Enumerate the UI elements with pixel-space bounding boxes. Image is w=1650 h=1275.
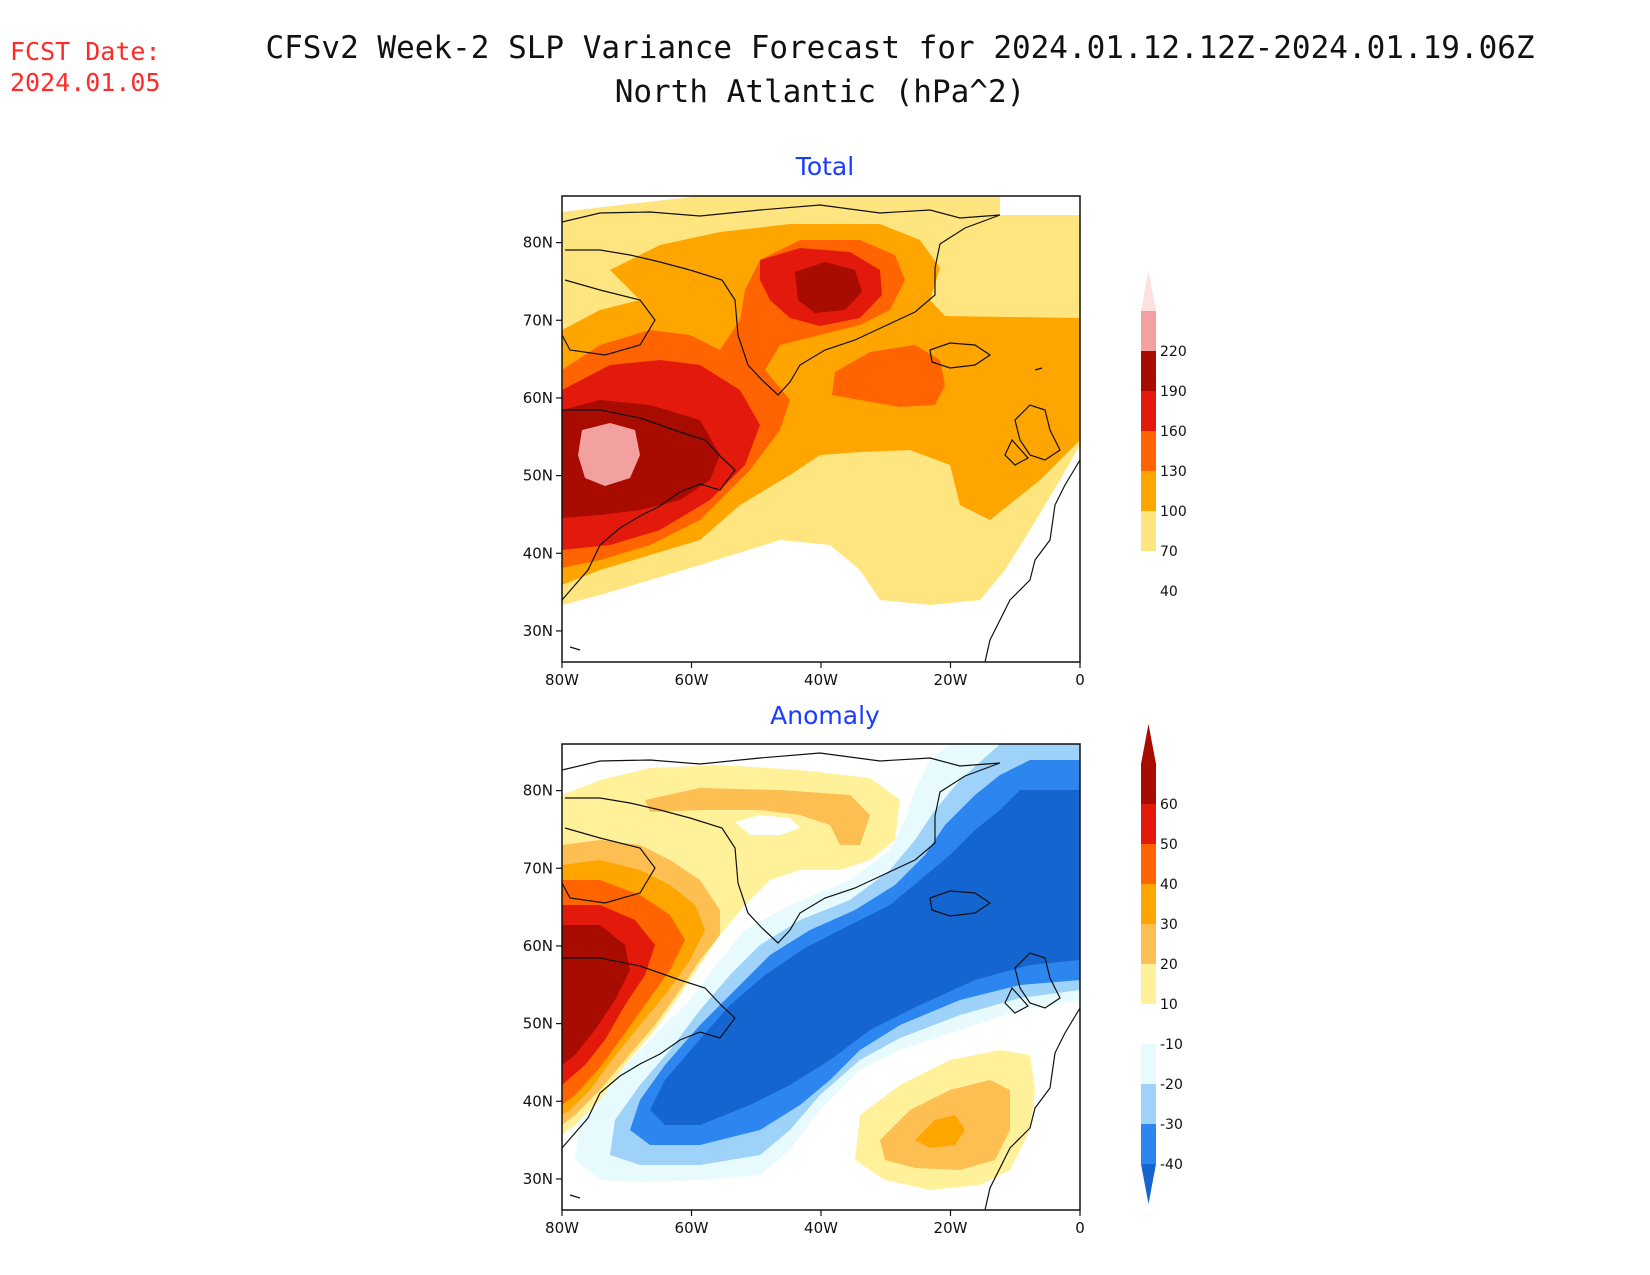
anomaly-fill-n40	[650, 790, 1080, 1125]
colorbar-label: 30	[1160, 917, 1178, 933]
colorbar-swatch	[1141, 1124, 1156, 1164]
lat-tick-label: 50N	[523, 1015, 553, 1033]
colorbar-swatch	[1141, 311, 1156, 351]
colorbar-swatch	[1141, 1044, 1156, 1084]
colorbar-label: -40	[1160, 1157, 1183, 1173]
colorbar-label: 60	[1160, 797, 1178, 813]
lon-tick-label: 20W	[934, 1219, 968, 1237]
panel-title-anomaly: Anomaly	[770, 701, 880, 730]
total-colorbar: 220 190 160 130 100 70 40	[1141, 271, 1187, 600]
colorbar-swatch	[1141, 884, 1156, 924]
lat-tick-label: 40N	[523, 544, 553, 562]
lon-tick-label: 60W	[675, 1219, 709, 1237]
colorbar-label: -30	[1160, 1117, 1183, 1133]
total-fill-190	[578, 423, 640, 486]
lat-tick-label: 70N	[523, 311, 553, 329]
lat-tick-label: 40N	[523, 1092, 553, 1110]
colorbar-label: 220	[1160, 344, 1187, 360]
colorbar-swatch	[1141, 471, 1156, 511]
colorbar-label: 100	[1160, 504, 1187, 520]
colorbar-swatch	[1141, 511, 1156, 551]
colorbar-swatch	[1141, 1084, 1156, 1124]
anomaly-fill-white-spot	[735, 815, 800, 835]
colorbar-swatch	[1141, 844, 1156, 884]
colorbar-label: 40	[1160, 877, 1178, 893]
lat-tick-label: 80N	[523, 782, 553, 800]
lon-tick-label: 0	[1075, 671, 1085, 689]
total-contours	[562, 196, 1080, 662]
colorbar-swatch	[1141, 351, 1156, 391]
colorbar-swatch	[1141, 431, 1156, 471]
colorbar-swatch	[1141, 804, 1156, 844]
total-fill-100b	[832, 345, 945, 407]
figure-subtitle: North Atlantic (hPa^2)	[614, 74, 1026, 110]
colorbar-label: 190	[1160, 384, 1187, 400]
fcst-date-value: 2024.01.05	[10, 68, 161, 97]
anomaly-fill-p30b	[915, 1115, 965, 1148]
anomaly-contours	[562, 744, 1080, 1210]
colorbar-label: 70	[1160, 544, 1178, 560]
colorbar-cap-top	[1141, 724, 1156, 764]
colorbar-label: 40	[1160, 584, 1178, 600]
colorbar-label: 130	[1160, 464, 1187, 480]
lon-tick-label: 80W	[545, 1219, 579, 1237]
lat-tick-label: 60N	[523, 389, 553, 407]
forecast-date-block: FCST Date: 2024.01.05	[10, 36, 161, 98]
lat-tick-label: 30N	[523, 1170, 553, 1188]
lon-tick-label: 40W	[804, 671, 838, 689]
lat-tick-label: 30N	[523, 622, 553, 640]
total-map: 80N 70N 60N 50N 40N 30N 80W 60W 40W 20W 0	[523, 195, 1085, 689]
colorbar-cap-top	[1141, 271, 1156, 311]
colorbar-label: 10	[1160, 997, 1178, 1013]
colorbar-label: -20	[1160, 1077, 1183, 1093]
anomaly-coastlines	[562, 752, 1080, 1210]
anomaly-map: 80N 70N 60N 50N 40N 30N 80W 60W 40W 20W 0	[523, 743, 1085, 1237]
lon-tick-label: 80W	[545, 671, 579, 689]
colorbar-label: 20	[1160, 957, 1178, 973]
total-axes: 80N 70N 60N 50N 40N 30N 80W 60W 40W 20W 0	[523, 234, 1085, 689]
anomaly-axes: 80N 70N 60N 50N 40N 30N 80W 60W 40W 20W 0	[523, 782, 1085, 1237]
colorbar-label: 50	[1160, 837, 1178, 853]
lon-tick-label: 20W	[934, 671, 968, 689]
lon-tick-label: 40W	[804, 1219, 838, 1237]
panel-title-total: Total	[795, 152, 855, 181]
anomaly-fill-p20b	[645, 788, 870, 845]
colorbar-cap-bottom	[1141, 1164, 1156, 1204]
figure-title: CFSv2 Week-2 SLP Variance Forecast for 2…	[265, 30, 1535, 66]
fcst-date-label: FCST Date:	[10, 37, 161, 66]
colorbar-label: -10	[1160, 1037, 1183, 1053]
lat-tick-label: 50N	[523, 467, 553, 485]
colorbar-label: 160	[1160, 424, 1187, 440]
lat-tick-label: 60N	[523, 937, 553, 955]
lat-tick-label: 70N	[523, 859, 553, 877]
anomaly-colorbar: 60 50 40 30 20 10 -10 -20 -30 -40	[1141, 724, 1183, 1204]
lon-tick-label: 60W	[675, 671, 709, 689]
lon-tick-label: 0	[1075, 1219, 1085, 1237]
colorbar-swatch	[1141, 391, 1156, 431]
colorbar-swatch	[1141, 924, 1156, 964]
total-fill-160b	[795, 262, 862, 313]
lat-tick-label: 80N	[523, 234, 553, 252]
colorbar-cap-bottom	[1141, 551, 1156, 591]
colorbar-swatch	[1141, 764, 1156, 804]
total-coastlines	[562, 204, 1080, 662]
colorbar-swatch	[1141, 1004, 1156, 1044]
colorbar-swatch	[1141, 964, 1156, 1004]
